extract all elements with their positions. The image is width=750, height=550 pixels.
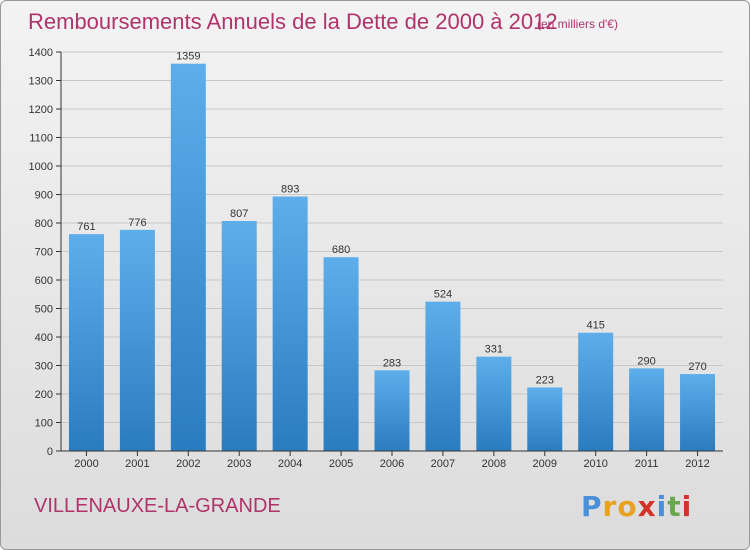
bar-2011	[629, 368, 665, 451]
y-tick-label: 600	[35, 275, 53, 287]
bar-2005	[323, 257, 359, 451]
y-tick-label: 1300	[29, 76, 53, 88]
logo-letter: t	[667, 490, 682, 523]
bar-2008	[476, 356, 512, 451]
bar-2006	[374, 370, 410, 451]
y-tick-label: 700	[35, 247, 53, 259]
y-tick-label: 900	[35, 190, 53, 202]
value-label-2005: 680	[332, 244, 350, 256]
bars: 761 776 1359 807 893 680 283 524 331 223 415 290 270	[68, 51, 716, 452]
x-tick-label-2009: 2009	[533, 458, 557, 470]
x-tick-label-2010: 2010	[583, 458, 607, 470]
value-label-2010: 415	[587, 320, 605, 332]
bar-2001	[119, 229, 155, 451]
bar-2000	[68, 234, 104, 451]
x-tick-label-2001: 2001	[125, 458, 149, 470]
x-tick-label-2005: 2005	[329, 458, 353, 470]
value-label-2012: 270	[688, 361, 706, 373]
value-label-2007: 524	[434, 289, 452, 301]
value-label-2011: 290	[637, 355, 655, 367]
value-label-2000: 761	[77, 221, 95, 233]
x-tick-label-2002: 2002	[176, 458, 200, 470]
x-tick-label-2011: 2011	[635, 458, 659, 470]
logo-letter: x	[637, 490, 657, 523]
y-tick-label: 1100	[29, 133, 53, 145]
y-tick-label: 1000	[29, 161, 53, 173]
bar-2007	[425, 301, 461, 451]
x-tick-label-2008: 2008	[482, 458, 506, 470]
y-tick-label: 100	[35, 418, 53, 430]
logo-letter: i	[656, 490, 668, 523]
bar-2004	[272, 196, 308, 451]
x-tick-label-2000: 2000	[74, 458, 98, 470]
value-label-2003: 807	[230, 208, 248, 220]
x-tick-label-2012: 2012	[685, 458, 709, 470]
bar-2002	[170, 63, 206, 452]
x-tick-label-2006: 2006	[380, 458, 404, 470]
y-tick-label: 300	[35, 361, 53, 373]
axes: 0 100 200 300 400 500 600 700 800 900 1000 1100 1200…	[29, 47, 723, 470]
bar-2009	[527, 387, 563, 451]
x-tick-label-2003: 2003	[227, 458, 251, 470]
value-label-2001: 776	[128, 217, 146, 229]
y-tick-label: 1200	[29, 104, 53, 116]
value-label-2008: 331	[485, 344, 503, 356]
value-label-2006: 283	[383, 357, 401, 369]
y-tick-label: 200	[35, 389, 53, 401]
y-tick-label: 1400	[29, 47, 53, 59]
bar-2003	[221, 221, 257, 451]
x-tick-label-2004: 2004	[278, 458, 302, 470]
value-label-2004: 893	[281, 183, 299, 195]
logo-letter: P	[581, 490, 603, 523]
y-tick-label: 800	[35, 218, 53, 230]
bar-2010	[578, 332, 614, 451]
city-name: VILLENAUXE-LA-GRANDE	[34, 495, 281, 517]
value-label-2009: 223	[536, 374, 554, 386]
y-tick-label: 400	[35, 332, 53, 344]
chart-title: Remboursements Annuels de la Dette de 20…	[28, 9, 558, 34]
y-tick-label: 500	[35, 304, 53, 316]
logo-letter: r	[602, 490, 618, 523]
proxiti-logo[interactable]: Proxiti	[581, 490, 692, 523]
chart-subtitle: (en milliers d'€)	[537, 17, 618, 31]
y-tick-label: 0	[47, 446, 53, 458]
bar-2012	[680, 374, 716, 451]
logo-letter: i	[681, 490, 693, 523]
x-tick-label-2007: 2007	[431, 458, 455, 470]
logo-letter: o	[617, 490, 638, 523]
value-label-2002: 1359	[176, 51, 200, 63]
